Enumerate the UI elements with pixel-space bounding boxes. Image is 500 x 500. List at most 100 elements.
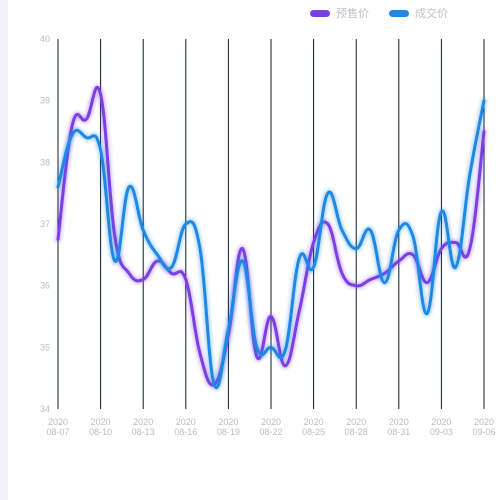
x-tick-date: 08-07 [46,427,69,437]
data-point[interactable] [425,311,430,316]
x-tick-year: 2020 [91,417,111,427]
data-point[interactable] [325,191,330,196]
data-point[interactable] [467,246,472,251]
data-point[interactable] [240,246,245,251]
x-tick-label: 2020 08-25 [302,417,325,437]
legend-swatch-series-1 [389,9,409,17]
x-tick-year: 2020 [176,417,196,427]
x-tick-date: 09-06 [472,427,495,437]
x-tick-year: 2020 [133,417,153,427]
x-tick-label: 2020 08-13 [132,417,155,437]
data-point[interactable] [183,222,188,227]
data-point[interactable] [396,228,401,233]
data-point[interactable] [354,283,359,288]
legend-label-series-0: 预售价 [336,8,369,20]
x-tick-year: 2020 [218,417,238,427]
x-tick-date: 08-10 [89,427,112,437]
data-point[interactable] [183,277,188,282]
data-point[interactable] [425,280,430,285]
y-axis: 34 35 36 37 38 39 40 [40,34,50,414]
data-point[interactable] [297,255,302,260]
x-tick-label: 2020 08-22 [259,417,282,437]
series-0 [55,84,487,388]
data-point[interactable] [311,240,316,245]
data-point[interactable] [198,246,203,251]
y-tick-label: 40 [40,34,50,44]
data-point[interactable] [354,246,359,251]
series-lines [55,84,487,391]
legend-label-series-1: 成交价 [415,8,448,20]
data-point[interactable] [198,351,203,356]
data-point[interactable] [240,259,245,264]
data-point[interactable] [482,98,487,103]
series-1 [55,97,487,391]
x-tick-date: 08-22 [259,427,282,437]
data-point[interactable] [439,246,444,251]
x-tick-label: 2020 08-28 [345,417,368,437]
x-tick-year: 2020 [431,417,451,427]
y-tick-label: 35 [40,342,50,352]
legend-swatch-series-0 [310,9,330,17]
series-line[interactable] [56,85,486,387]
data-point[interactable] [283,348,288,353]
x-tick-date: 09-03 [430,427,453,437]
legend-item-series-0[interactable]: 预售价 [310,5,369,21]
data-point[interactable] [368,277,373,282]
data-point[interactable] [84,117,89,122]
data-point[interactable] [269,314,274,319]
data-point[interactable] [382,280,387,285]
data-point[interactable] [112,259,117,264]
data-point[interactable] [325,222,330,227]
series-line[interactable] [56,99,486,389]
data-point[interactable] [155,252,160,257]
data-point[interactable] [411,234,416,239]
x-tick-label: 2020 08-07 [46,417,69,437]
x-tick-year: 2020 [346,417,366,427]
y-tick-label: 37 [40,219,50,229]
x-tick-date: 08-13 [132,427,155,437]
data-point[interactable] [453,265,458,270]
data-point[interactable] [70,132,75,137]
data-point[interactable] [482,129,487,134]
x-tick-year: 2020 [389,417,409,427]
x-tick-date: 08-25 [302,427,325,437]
data-point[interactable] [283,363,288,368]
chart-legend: 预售价 成交价 [310,6,448,20]
x-tick-date: 08-19 [217,427,240,437]
data-point[interactable] [98,148,103,153]
data-point[interactable] [368,228,373,233]
data-point[interactable] [254,345,259,350]
data-point[interactable] [169,265,174,270]
x-tick-year: 2020 [48,417,68,427]
data-point[interactable] [340,228,345,233]
data-point[interactable] [439,209,444,214]
x-tick-date: 08-28 [345,427,368,437]
data-point[interactable] [311,265,316,270]
legend-item-series-1[interactable]: 成交价 [389,5,448,21]
y-tick-label: 36 [40,281,50,291]
data-point[interactable] [56,237,61,242]
y-tick-label: 38 [40,157,50,167]
data-point[interactable] [453,240,458,245]
data-point[interactable] [84,135,89,140]
data-point[interactable] [141,277,146,282]
x-tick-year: 2020 [474,417,494,427]
data-point[interactable] [141,228,146,233]
x-tick-date: 08-31 [387,427,410,437]
data-point[interactable] [396,259,401,264]
data-point[interactable] [269,345,274,350]
data-point[interactable] [98,92,103,97]
data-point[interactable] [212,382,217,387]
data-point[interactable] [56,185,61,190]
y-tick-label: 34 [40,404,50,414]
data-point[interactable] [340,271,345,276]
data-point[interactable] [467,172,472,177]
data-point[interactable] [297,308,302,313]
x-tick-date: 08-16 [174,427,197,437]
data-point[interactable] [70,123,75,128]
data-point[interactable] [226,326,231,331]
data-point[interactable] [127,185,132,190]
data-point[interactable] [127,271,132,276]
x-tick-label: 2020 09-06 [472,417,495,437]
